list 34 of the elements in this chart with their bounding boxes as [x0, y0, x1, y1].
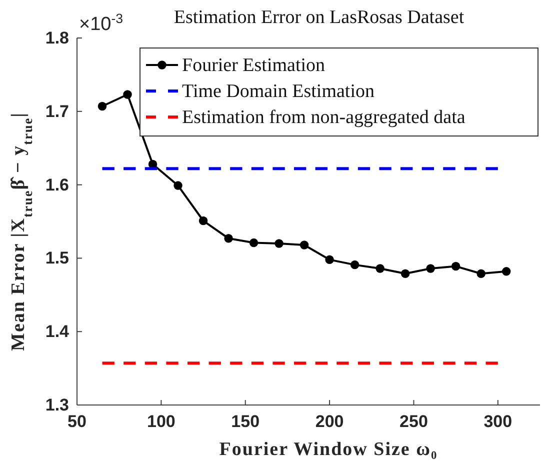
y-tick-label: 1.8 — [45, 28, 69, 48]
point — [476, 269, 486, 278]
point — [300, 240, 309, 250]
point — [274, 239, 284, 248]
x-tick-label: 250 — [400, 412, 428, 432]
point — [376, 264, 384, 273]
point — [400, 269, 410, 278]
point — [350, 260, 360, 270]
x-tick-label: 50 — [68, 412, 86, 432]
legend-label: Estimation from non-aggregated data — [182, 107, 466, 128]
y-tick-label: 1.7 — [45, 102, 69, 121]
text: ×10$^{-3}$ — [79, 10, 124, 35]
x-axis-title: Fourier Window Size ω₀ — [219, 439, 438, 460]
point — [249, 238, 258, 248]
point — [98, 102, 107, 111]
chart-title: Estimation Error on LasRosas Dataset — [174, 7, 465, 28]
x-tick-label: 100 — [146, 412, 176, 432]
x-tick-label: 300 — [484, 412, 512, 432]
legend-label: Fourier Estimation — [182, 55, 326, 76]
legend-label: Time Domain Estimation — [182, 81, 375, 102]
y-tick-label: 1.5 — [45, 248, 69, 268]
x-tick-label: 150 — [231, 412, 260, 432]
y-tick-label: 1.4 — [45, 322, 70, 342]
point — [174, 181, 182, 190]
point — [224, 234, 233, 243]
x-tick-label: 200 — [315, 412, 344, 432]
y-tick-label: 1.6 — [45, 175, 69, 194]
point — [325, 255, 334, 264]
point — [123, 90, 132, 99]
point — [451, 262, 460, 271]
point — [502, 267, 511, 276]
point — [198, 216, 208, 226]
y-tick-label: 1.3 — [45, 395, 69, 414]
point — [426, 264, 435, 273]
